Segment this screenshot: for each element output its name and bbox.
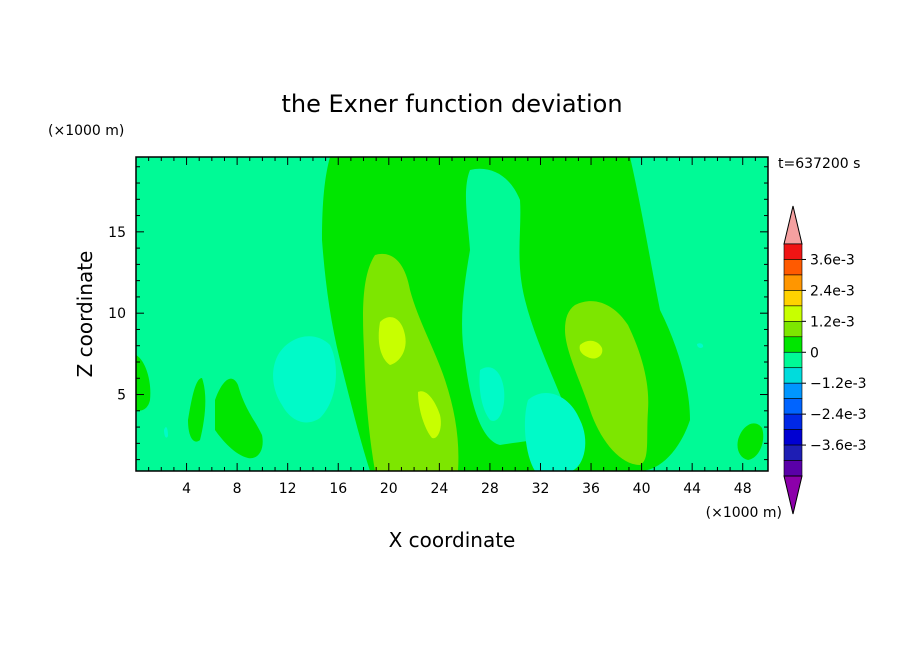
positive-core-x36 <box>579 340 603 359</box>
colorbar-swatch <box>783 460 803 477</box>
colorbar-tick-label: 1.2e-3 <box>810 314 855 330</box>
negative-pocket-x33 <box>524 392 586 471</box>
x-tick-label: 28 <box>481 481 499 497</box>
colorbar-swatch <box>783 367 803 384</box>
x-tick-label: 40 <box>633 481 651 497</box>
y-tick-label: 10 <box>108 306 126 322</box>
colorbar-under-arrow <box>783 475 803 515</box>
colorbar-swatch <box>783 382 803 399</box>
y-axis-ticks: 5 10 15 <box>108 166 768 461</box>
colorbar-swatch <box>783 274 803 291</box>
positive-core-x21 <box>378 317 406 365</box>
colorbar-swatch <box>783 398 803 415</box>
x-axis-ticks: 4 8 12 16 20 24 28 32 36 40 44 48 <box>148 157 756 497</box>
colorbar-over-arrow <box>783 205 803 245</box>
colorbar-tick-label: 3.6e-3 <box>810 252 855 268</box>
x-tick-label: 36 <box>582 481 600 497</box>
x-tick-label: 48 <box>734 481 752 497</box>
y-tick-label: 5 <box>117 388 126 404</box>
positive-spot-x8 <box>188 378 206 442</box>
colorbar-tick-label: −1.2e-3 <box>810 376 867 392</box>
colorbar-tick-label: −3.6e-3 <box>810 438 867 454</box>
x-tick-label: 8 <box>233 481 242 497</box>
negative-spot-x2 <box>164 427 168 438</box>
colorbar-tick-label: −2.4e-3 <box>810 407 867 423</box>
colorbar-swatch <box>783 351 803 369</box>
colorbar-swatch <box>783 290 803 307</box>
colorbar-swatch <box>783 321 803 338</box>
negative-pocket-x14 <box>273 336 336 423</box>
y-tick-label: 15 <box>108 225 126 241</box>
colorbar-swatch <box>783 305 803 322</box>
positive-spot-x48 <box>737 423 764 460</box>
colorbar <box>783 205 803 515</box>
x-tick-label: 20 <box>380 481 398 497</box>
positive-core-x23 <box>418 391 441 439</box>
chart-title: the Exner function deviation <box>281 90 622 118</box>
x-tick-label: 16 <box>329 481 347 497</box>
x-unit-label: (×1000 m) <box>706 505 782 521</box>
negative-spot-x44 <box>697 343 704 348</box>
positive-spot-x10 <box>215 378 263 459</box>
x-tick-label: 12 <box>279 481 297 497</box>
colorbar-swatch <box>783 336 803 353</box>
x-tick-label: 32 <box>532 481 550 497</box>
colorbar-tick-label: 2.4e-3 <box>810 283 855 299</box>
x-tick-label: 4 <box>182 481 191 497</box>
x-tick-label: 44 <box>683 481 701 497</box>
time-label: t=637200 s <box>778 156 860 172</box>
y-axis-label: Z coordinate <box>73 251 97 378</box>
x-tick-label: 24 <box>430 481 448 497</box>
colorbar-tick-label: 0 <box>810 345 819 361</box>
colorbar-swatch <box>783 429 803 446</box>
colorbar-swatch <box>783 413 803 430</box>
colorbar-swatch <box>783 243 803 260</box>
negative-pocket-x28 <box>479 367 505 421</box>
colorbar-swatch <box>783 259 803 276</box>
colorbar-labels: 3.6e-3 2.4e-3 1.2e-3 0 −1.2e-3 −2.4e-3 −3.6e-3 <box>802 252 867 454</box>
y-unit-label: (×1000 m) <box>48 123 124 139</box>
x-axis-label: X coordinate <box>389 528 516 552</box>
colorbar-swatch <box>783 444 803 461</box>
contour-field <box>136 157 768 471</box>
left-edge-positive <box>136 355 151 411</box>
